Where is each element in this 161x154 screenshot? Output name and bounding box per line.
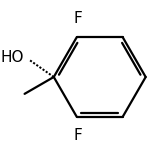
Text: F: F xyxy=(74,128,83,142)
Text: F: F xyxy=(74,12,83,26)
Text: HO: HO xyxy=(1,50,24,65)
